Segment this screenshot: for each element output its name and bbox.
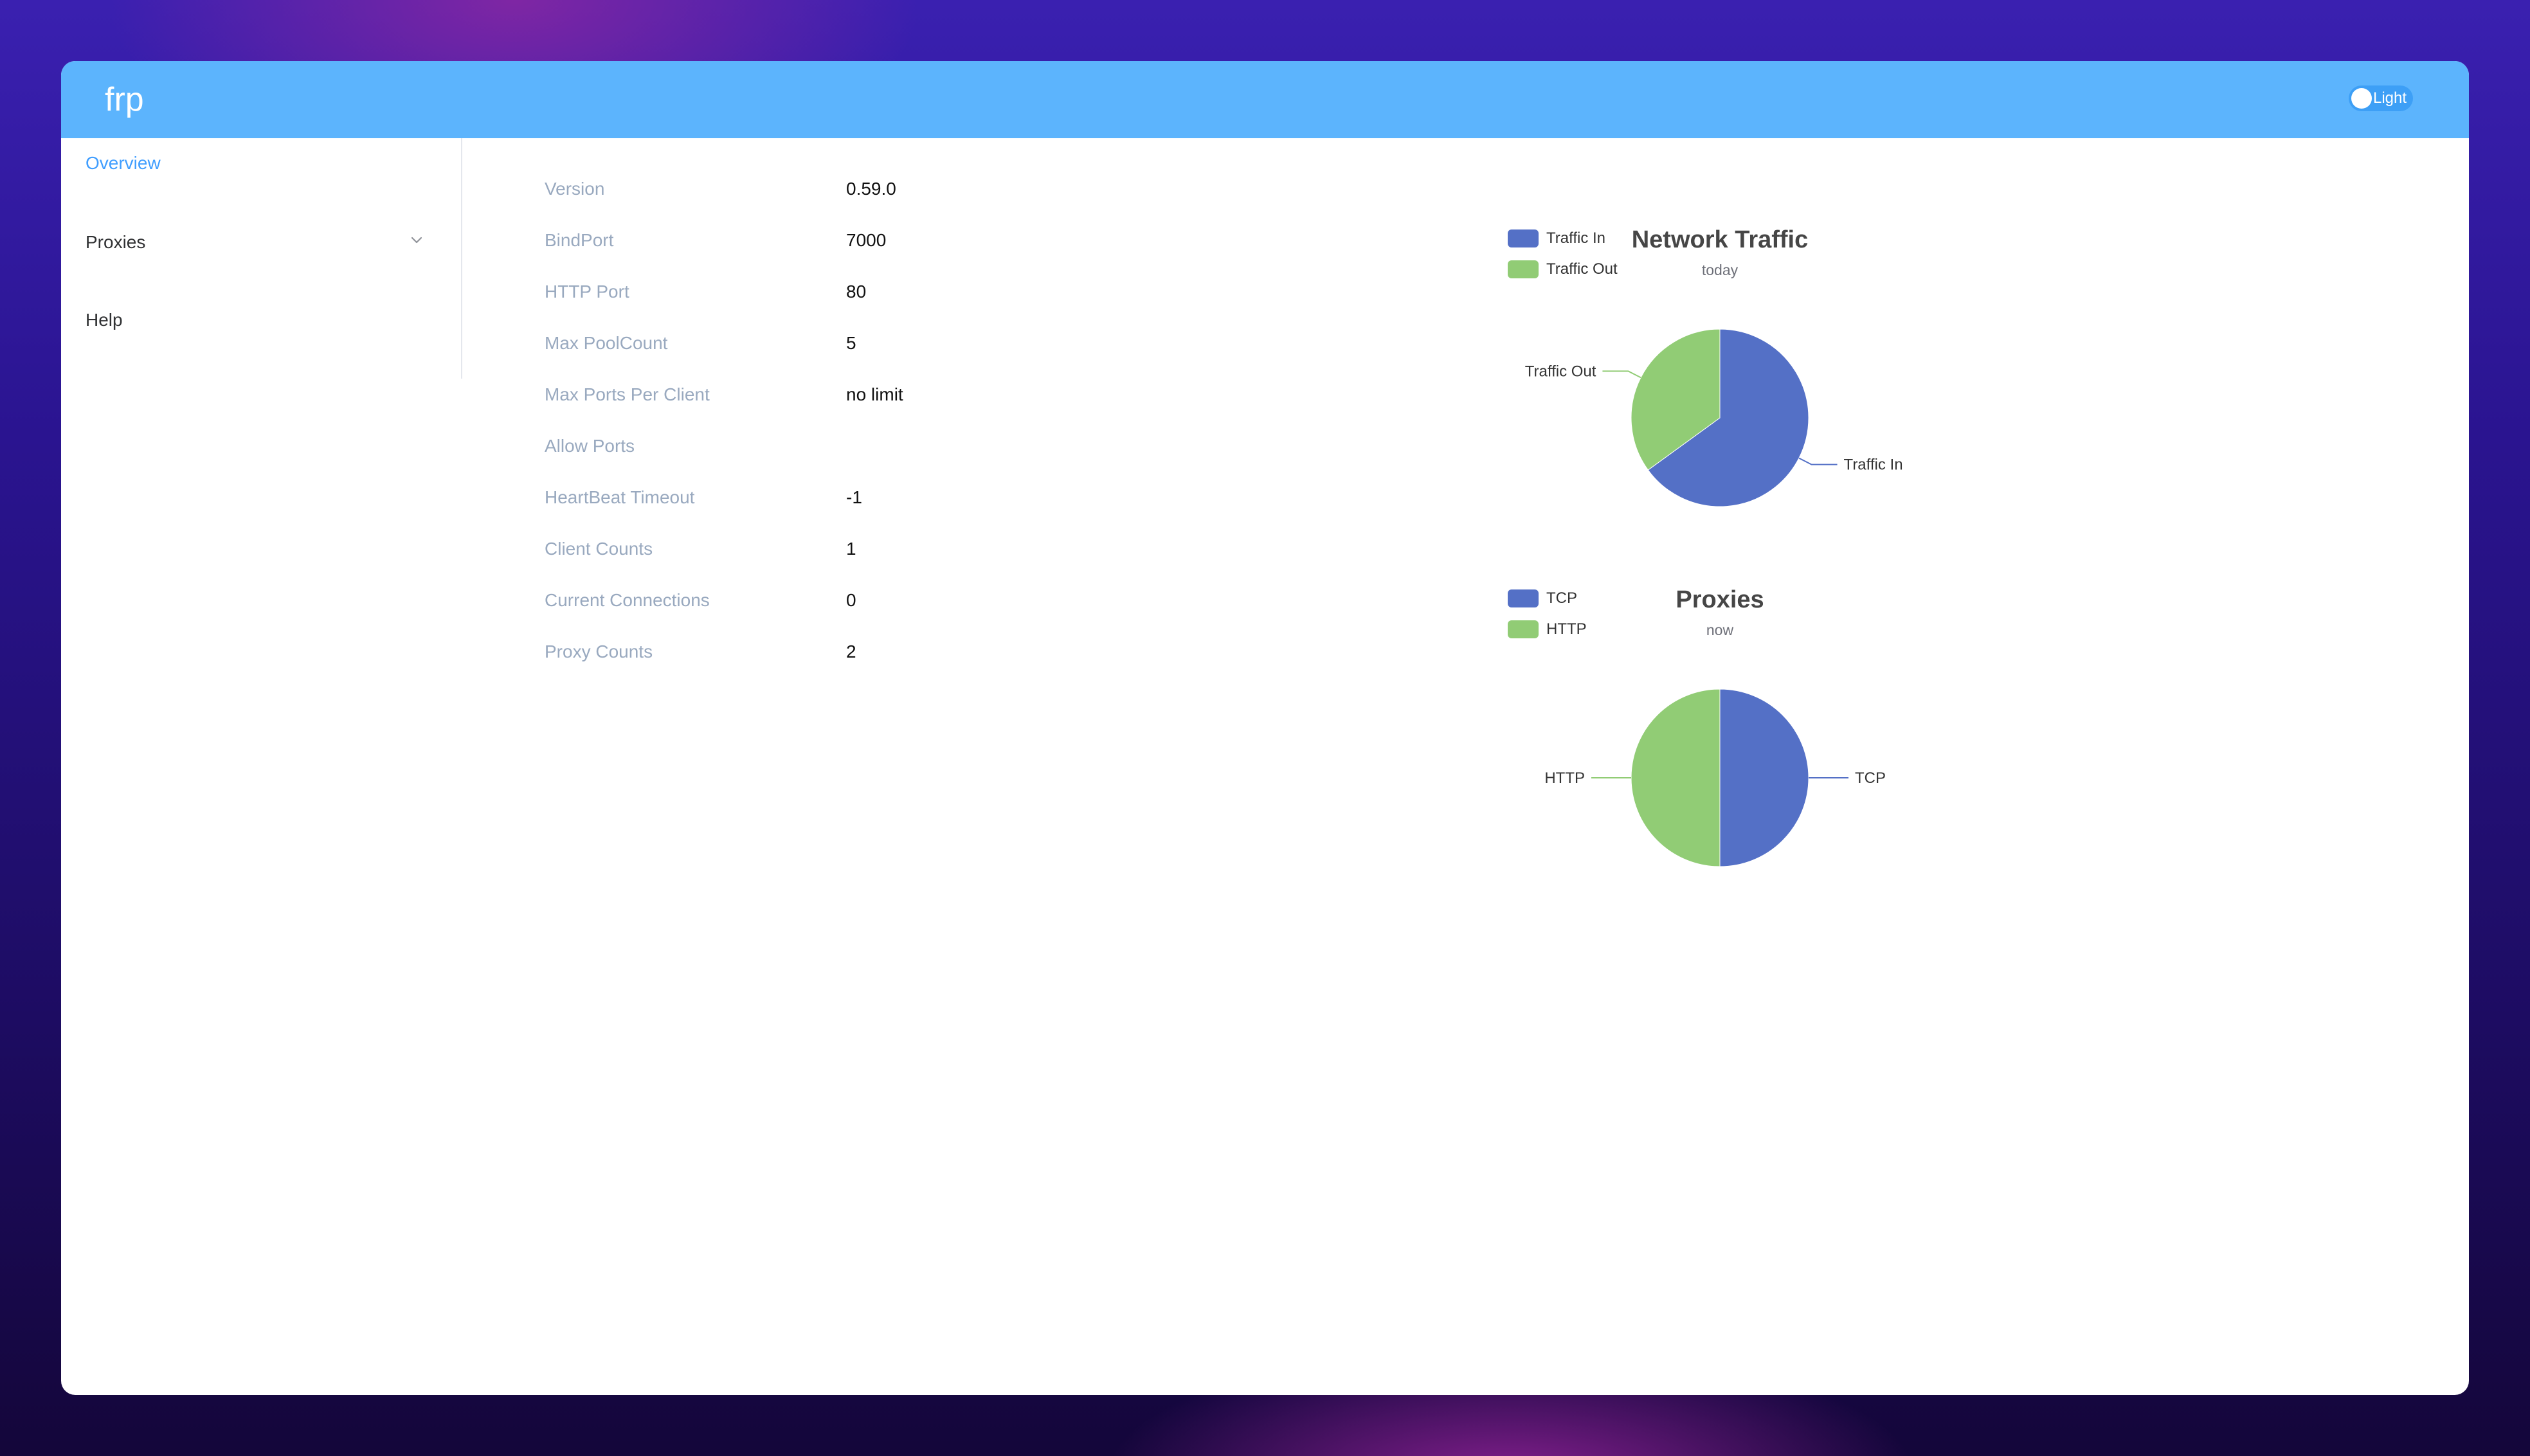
traffic-chart-subtitle: today: [1701, 262, 1739, 278]
legend-swatch-traffic-in: [1508, 229, 1539, 247]
info-value-proxy-counts: 2: [846, 642, 856, 661]
app-header: frp Light: [61, 61, 2469, 138]
sidebar-item-help[interactable]: Help: [86, 310, 123, 330]
proxies-chart-title: Proxies: [1676, 586, 1764, 613]
pie-label-http: HTTP: [1544, 769, 1585, 787]
proxies-chart-subtitle: now: [1706, 622, 1734, 638]
info-value-bindport: 7000: [846, 230, 887, 250]
info-value-version: 0.59.0: [846, 179, 896, 199]
legend-label-traffic-in: Traffic In: [1546, 229, 1606, 247]
sidebar: [61, 138, 462, 379]
info-label-proxy-counts: Proxy Counts: [545, 642, 653, 661]
legend-swatch-traffic-out: [1508, 260, 1539, 278]
sidebar-item-overview[interactable]: Overview: [86, 153, 161, 173]
info-value-max-poolcount: 5: [846, 333, 856, 353]
legend-label-tcp: TCP: [1546, 589, 1577, 607]
pie-label-line-traffic-out: [1602, 370, 1641, 379]
info-label-client-counts: Client Counts: [545, 539, 653, 559]
toggle-knob: [2351, 88, 2372, 109]
legend-label-http: HTTP: [1546, 620, 1587, 638]
pie-label-line-traffic-in: [1798, 457, 1838, 465]
info-label-max-poolcount: Max PoolCount: [545, 333, 668, 353]
traffic-pie: Traffic In Traffic Out: [1525, 328, 1903, 507]
sidebar-item-proxies[interactable]: Proxies: [86, 232, 146, 252]
legend-swatch-http: [1508, 620, 1539, 638]
proxies-chart: Proxies now TCP HTTP TCP HTTP: [1431, 517, 2009, 867]
info-label-allow-ports: Allow Ports: [545, 436, 635, 456]
app-window: frp Light Overview Proxies Help Version …: [61, 61, 2469, 1395]
pie-slice-traffic-out[interactable]: [1631, 328, 1721, 471]
theme-toggle-label: Light: [2373, 89, 2407, 107]
info-value-heartbeat-timeout: -1: [846, 487, 862, 507]
proxies-pie: TCP HTTP: [1544, 688, 1886, 867]
pie-slice-tcp[interactable]: [1719, 688, 1809, 867]
pie-label-traffic-out: Traffic Out: [1525, 363, 1596, 380]
info-label-heartbeat-timeout: HeartBeat Timeout: [545, 487, 695, 507]
info-label-bindport: BindPort: [545, 230, 614, 250]
info-value-current-connections: 0: [846, 590, 856, 610]
info-value-http-port: 80: [846, 282, 867, 301]
theme-toggle[interactable]: Light: [2349, 85, 2413, 111]
legend-label-traffic-out: Traffic Out: [1546, 260, 1618, 278]
traffic-chart: Network Traffic today Traffic In Traffic…: [1431, 157, 2009, 507]
info-label-current-connections: Current Connections: [545, 590, 710, 610]
pie-label-traffic-in: Traffic In: [1844, 456, 1903, 474]
app-title[interactable]: frp: [105, 81, 144, 118]
info-label-max-ports-per-client: Max Ports Per Client: [545, 384, 710, 404]
info-value-max-ports-per-client: no limit: [846, 384, 903, 404]
legend-swatch-tcp: [1508, 589, 1539, 607]
pie-label-tcp: TCP: [1855, 769, 1886, 787]
chevron-down-icon[interactable]: [407, 231, 426, 250]
info-value-client-counts: 1: [846, 539, 856, 559]
pie-slice-http[interactable]: [1631, 688, 1721, 867]
info-label-version: Version: [545, 179, 605, 199]
traffic-chart-title: Network Traffic: [1631, 226, 1809, 253]
info-label-http-port: HTTP Port: [545, 282, 629, 301]
